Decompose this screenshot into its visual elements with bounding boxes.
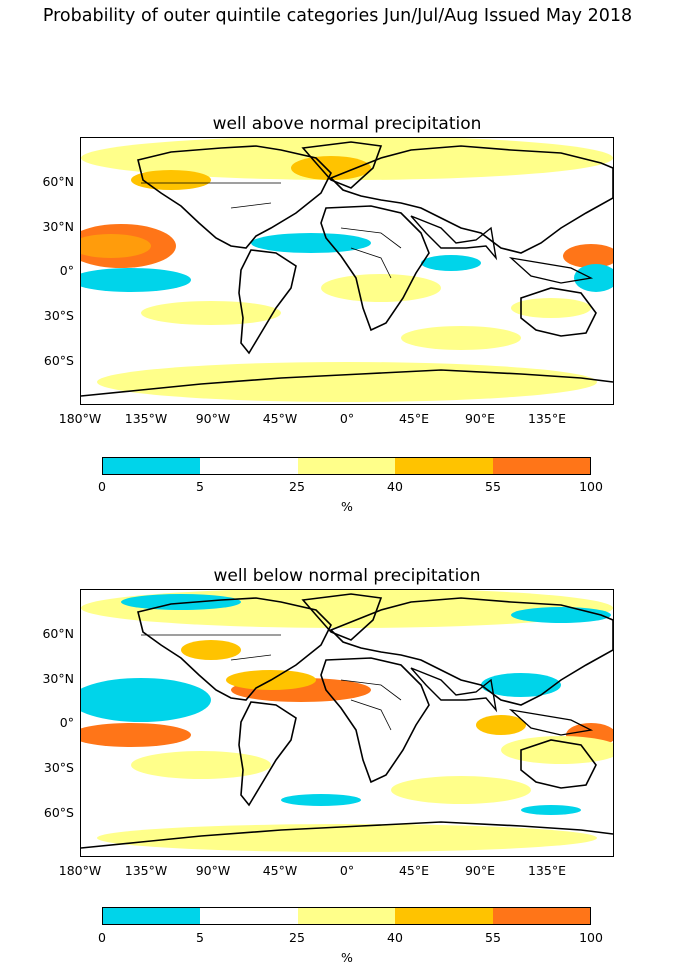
lon-label-90w: 90°W xyxy=(195,863,231,878)
colorbar-bin-25-40 xyxy=(297,458,396,474)
lon-label-135w: 135°W xyxy=(124,863,168,878)
lon-label-45e: 45°E xyxy=(398,411,430,426)
colorbar-above xyxy=(102,457,591,475)
lat-label-0: 0° xyxy=(59,263,74,278)
lat-label-0: 0° xyxy=(59,715,74,730)
cbar-tick: 5 xyxy=(196,479,204,494)
lat-label-30s: 30°S xyxy=(43,760,74,775)
cbar-tick: 55 xyxy=(485,930,501,945)
cbar-tick: 100 xyxy=(579,930,603,945)
colorbar-bin-0-5 xyxy=(103,908,201,924)
lat-label-60s: 60°S xyxy=(43,353,74,368)
map-below-normal xyxy=(80,589,614,857)
colorbar-bin-25-40 xyxy=(297,908,396,924)
lon-label-45w: 45°W xyxy=(262,411,298,426)
cbar-tick: 55 xyxy=(485,479,501,494)
colorbar-unit-label: % xyxy=(341,950,353,965)
cbar-tick: 0 xyxy=(98,930,106,945)
colorbar-bin-5-25 xyxy=(200,458,298,474)
colorbar-bin-55-100 xyxy=(492,908,591,924)
cbar-tick: 40 xyxy=(387,930,403,945)
cbar-tick: 40 xyxy=(387,479,403,494)
colorbar-unit-label: % xyxy=(341,499,353,514)
colorbar-bin-0-5 xyxy=(103,458,201,474)
lat-label-60n: 60°N xyxy=(42,626,74,641)
lon-label-90e: 90°E xyxy=(464,411,496,426)
colorbar-bin-40-55 xyxy=(395,458,493,474)
lon-label-180w: 180°W xyxy=(58,411,102,426)
lat-label-30s: 30°S xyxy=(43,308,74,323)
cbar-tick: 100 xyxy=(579,479,603,494)
cbar-tick: 0 xyxy=(98,479,106,494)
panel-below-title: well below normal precipitation xyxy=(213,566,481,586)
colorbar-bin-5-25 xyxy=(200,908,298,924)
cbar-tick: 5 xyxy=(196,930,204,945)
lat-label-60n: 60°N xyxy=(42,174,74,189)
map-above-normal xyxy=(80,137,614,405)
colorbar-below xyxy=(102,907,591,925)
figure-title: Probability of outer quintile categories… xyxy=(42,6,633,26)
cbar-tick: 25 xyxy=(289,479,305,494)
colorbar-bin-55-100 xyxy=(492,458,591,474)
lon-label-135e: 135°E xyxy=(527,863,566,878)
lon-label-90w: 90°W xyxy=(195,411,231,426)
lon-label-90e: 90°E xyxy=(464,863,496,878)
colorbar-bin-40-55 xyxy=(395,908,493,924)
lon-label-180w: 180°W xyxy=(58,863,102,878)
panel-above-title: well above normal precipitation xyxy=(212,114,482,134)
lon-label-0: 0° xyxy=(339,411,355,426)
lon-label-45w: 45°W xyxy=(262,863,298,878)
lon-label-45e: 45°E xyxy=(398,863,430,878)
lat-label-30n: 30°N xyxy=(42,671,74,686)
lon-label-0: 0° xyxy=(339,863,355,878)
lon-label-135w: 135°W xyxy=(124,411,168,426)
lon-label-135e: 135°E xyxy=(527,411,566,426)
cbar-tick: 25 xyxy=(289,930,305,945)
lat-label-30n: 30°N xyxy=(42,219,74,234)
lat-label-60s: 60°S xyxy=(43,805,74,820)
